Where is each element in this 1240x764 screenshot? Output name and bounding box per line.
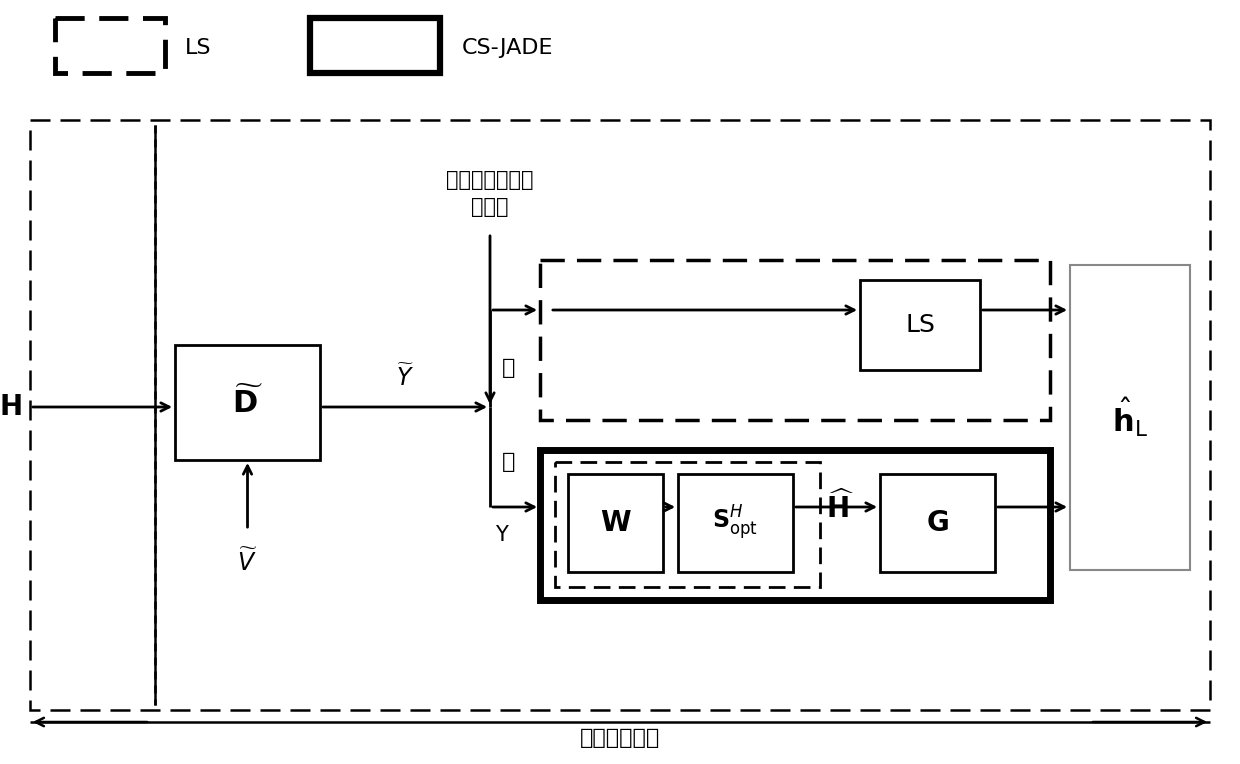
- Bar: [568, 474, 663, 572]
- Bar: [175, 345, 320, 460]
- Text: $\widetilde{V}$: $\widetilde{V}$: [237, 548, 258, 576]
- Text: $\widetilde{\mathbf{D}}$: $\widetilde{\mathbf{D}}$: [232, 386, 263, 419]
- Text: 检测导频攻击是: 检测导频攻击是: [446, 170, 533, 190]
- Bar: [55, 18, 165, 73]
- Text: 否发生: 否发生: [471, 197, 508, 217]
- Bar: [1070, 265, 1190, 570]
- Text: 是: 是: [502, 452, 516, 472]
- Text: 否: 否: [502, 358, 516, 378]
- Text: LS: LS: [185, 38, 212, 58]
- Bar: [310, 18, 440, 73]
- Text: LS: LS: [905, 313, 935, 337]
- Bar: [30, 120, 1210, 710]
- Text: $\mathbf{W}$: $\mathbf{W}$: [600, 509, 631, 537]
- Bar: [556, 462, 820, 587]
- Text: $\mathbf{G}$: $\mathbf{G}$: [926, 509, 949, 537]
- Bar: [880, 474, 994, 572]
- Bar: [861, 280, 980, 370]
- Text: $\hat{\mathbf{h}}_\mathrm{L}$: $\hat{\mathbf{h}}_\mathrm{L}$: [1112, 396, 1148, 439]
- Bar: [539, 260, 1050, 420]
- Text: $\mathbf{H}$: $\mathbf{H}$: [0, 393, 22, 421]
- Text: 发明方案框架: 发明方案框架: [580, 728, 660, 748]
- Bar: [678, 474, 794, 572]
- Text: Y: Y: [495, 525, 508, 545]
- Text: $\mathbf{S}_{\mathrm{opt}}^{H}$: $\mathbf{S}_{\mathrm{opt}}^{H}$: [713, 503, 759, 542]
- Text: CS-JADE: CS-JADE: [463, 38, 553, 58]
- Text: $\widehat{\mathbf{H}}$: $\widehat{\mathbf{H}}$: [826, 490, 854, 524]
- Text: $\widetilde{Y}$: $\widetilde{Y}$: [396, 364, 414, 391]
- Bar: [539, 450, 1050, 600]
